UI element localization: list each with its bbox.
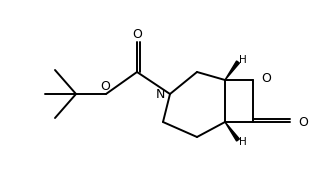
Text: O: O: [100, 80, 110, 92]
Polygon shape: [225, 122, 239, 141]
Polygon shape: [225, 61, 239, 80]
Text: N: N: [156, 87, 165, 101]
Text: O: O: [298, 115, 308, 129]
Text: H: H: [239, 55, 247, 65]
Text: O: O: [261, 71, 271, 84]
Text: H: H: [239, 137, 247, 147]
Text: O: O: [132, 27, 142, 40]
